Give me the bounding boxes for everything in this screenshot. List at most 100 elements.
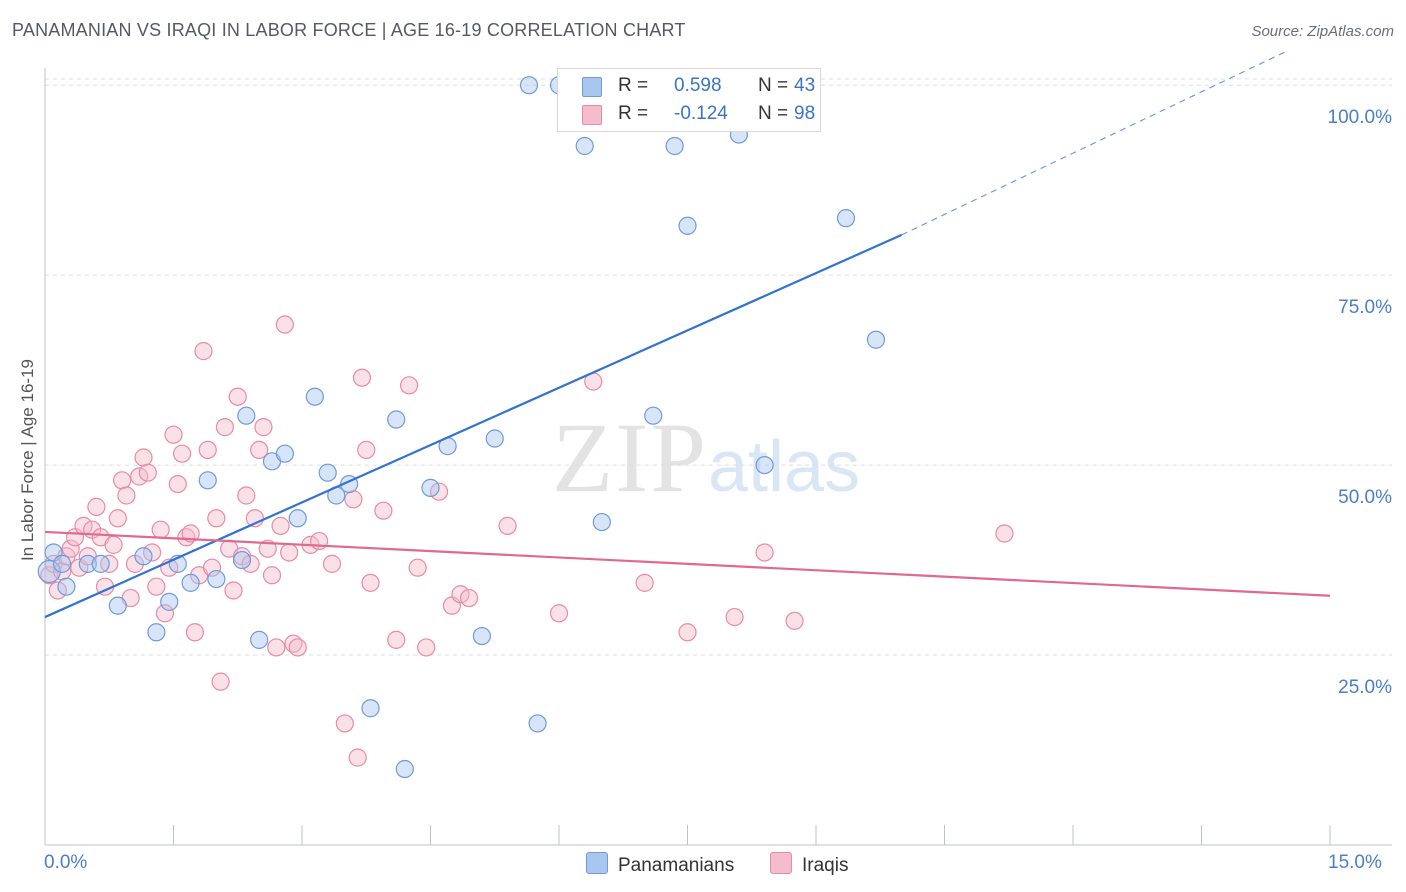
legend-n-label: N = <box>758 103 789 124</box>
legend-r-value: 0.598 <box>674 75 722 96</box>
panamanian-point <box>755 455 774 475</box>
iraqi-point <box>785 611 804 630</box>
iraqi-point <box>61 539 80 558</box>
legend-r-value: -0.124 <box>674 103 728 124</box>
iraqi-point <box>429 482 449 501</box>
y-tick-label: 75.0% <box>1338 297 1392 319</box>
iraqi-point <box>678 623 697 642</box>
iraqi-point <box>258 539 277 558</box>
panamanian-point <box>53 554 72 573</box>
panamanian-point <box>237 406 256 425</box>
iraqi-point <box>995 524 1014 543</box>
iraqi-point <box>207 509 226 528</box>
legend: R = 0.598 N = 43 R = -0.124 N = 98 <box>557 68 821 132</box>
iraqi-point <box>357 440 376 460</box>
iraqi-point <box>352 368 372 387</box>
panamanian-points <box>37 76 886 779</box>
bottom-legend-label-iraqis: Iraqis <box>802 855 849 876</box>
bottom-legend-panamanians: Panamanians <box>586 852 734 876</box>
legend-r-label: R = <box>618 75 649 96</box>
iraqi-point <box>194 342 213 361</box>
y-tick-label: 100.0% <box>1327 107 1392 129</box>
panamanian-point <box>250 630 269 649</box>
iraqi-point <box>335 714 354 733</box>
iraqi-point <box>348 748 367 767</box>
bottom-legend-swatch-panamanians <box>586 852 608 874</box>
panamanian-point <box>472 626 491 646</box>
panamanian-point <box>78 554 97 573</box>
iraqi-point <box>288 638 307 657</box>
iraqi-point <box>164 425 183 444</box>
panamanian-point <box>519 76 539 95</box>
panamanian-point <box>485 429 504 448</box>
iraqi-point <box>48 581 67 600</box>
panamanian-point <box>575 136 594 156</box>
panamanian-point <box>305 387 324 406</box>
panamanian-trend-extension <box>901 50 1288 236</box>
panamanian-point <box>275 444 294 463</box>
panamanian-point <box>421 478 440 497</box>
iraqi-point <box>262 566 282 585</box>
panamanian-point <box>836 209 856 228</box>
iraqi-point <box>108 509 127 528</box>
iraqi-point <box>275 315 294 334</box>
bottom-legend-iraqis: Iraqis <box>770 852 848 876</box>
iraqi-point <box>87 497 106 516</box>
watermark-atlas: atlas <box>708 427 861 507</box>
panamanian-point <box>134 547 153 566</box>
panamanian-point <box>288 509 307 528</box>
iraqi-point <box>142 543 162 562</box>
iraqi-point <box>280 543 299 562</box>
panamanian-point <box>57 577 76 596</box>
iraqi-point <box>215 418 234 437</box>
panamanian-point <box>232 550 252 570</box>
iraqi-point <box>198 440 217 460</box>
iraqi-point <box>310 531 329 551</box>
panamanian-point <box>361 699 380 718</box>
panamanian-point <box>198 471 217 490</box>
panamanian-point <box>147 623 166 642</box>
panamanian-point <box>644 406 663 425</box>
iraqi-point <box>172 444 192 463</box>
trend-lines <box>44 50 1331 619</box>
iraqi-point <box>211 672 230 691</box>
x-tick-label-max: 15.0% <box>1328 852 1382 873</box>
iraqi-point <box>361 573 380 592</box>
iraqi-point <box>725 607 744 627</box>
panamanian-point <box>528 714 547 733</box>
panamanian-point <box>207 569 226 589</box>
watermark-zip: ZIP <box>552 402 708 513</box>
iraqi-point <box>138 463 157 482</box>
iraqi-point <box>344 490 363 509</box>
iraqi-point <box>451 585 470 604</box>
iraqi-point <box>459 588 479 608</box>
legend-n-label: N = <box>758 75 789 96</box>
panamanian-point <box>108 596 127 615</box>
y-tick-label: 50.0% <box>1338 487 1392 509</box>
iraqi-point <box>241 554 260 573</box>
panamanian-point <box>678 216 697 235</box>
iraqi-point <box>408 558 427 577</box>
legend-swatch-panamanians <box>582 77 602 97</box>
iraqi-point <box>112 471 132 490</box>
panamanian-point <box>395 759 414 779</box>
iraqi-point <box>254 418 273 437</box>
iraqi-point <box>130 467 149 486</box>
iraqi-point <box>151 520 170 539</box>
iraqi-point <box>237 486 256 505</box>
panamanian-point <box>318 463 337 482</box>
iraqi-point <box>224 581 243 600</box>
bottom-legend-label-panamanians: Panamanians <box>618 855 735 876</box>
legend-swatch-iraqis <box>582 105 602 125</box>
iraqi-point <box>374 501 393 520</box>
iraqi-point <box>250 440 269 460</box>
chart-source: Source: ZipAtlas.com <box>1251 23 1394 40</box>
panamanian-trend-line <box>44 233 903 619</box>
iraqi-point <box>387 630 406 649</box>
panamanian-point <box>592 512 611 532</box>
iraqi-points <box>40 315 1014 767</box>
panamanian-point <box>387 410 406 429</box>
iraqi-trend-line <box>44 530 1331 597</box>
iraqi-point <box>417 638 436 657</box>
iraqi-point <box>147 577 166 596</box>
